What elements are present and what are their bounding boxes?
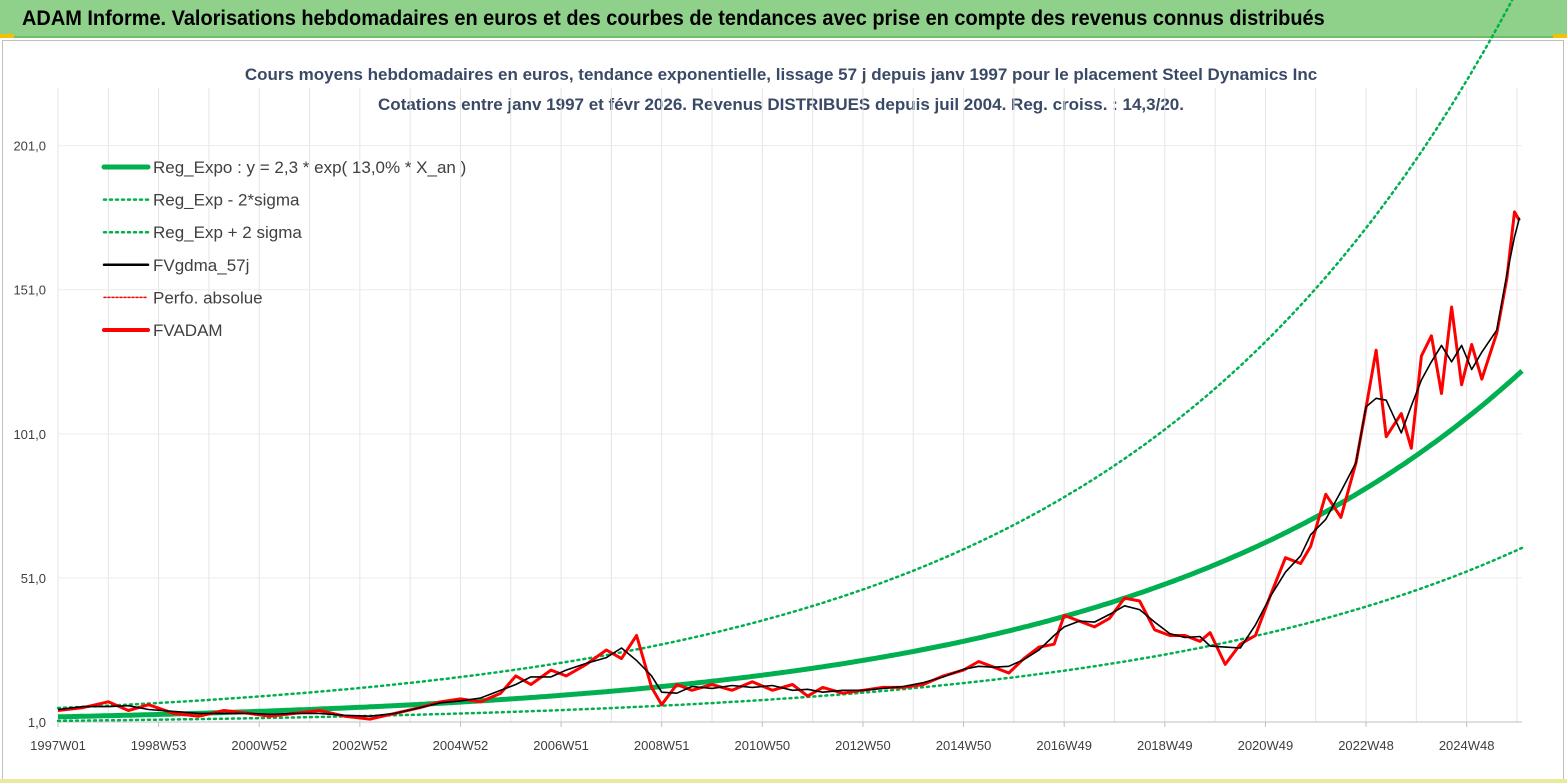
x-tick-label: 2008W51 — [634, 738, 690, 753]
series-fvadam — [57, 210, 1521, 721]
series-reg-exp-plus-2sigma — [56, 0, 1514, 710]
axes: 1,0 51,0 101,0 151,0 201,0 1997W01 1998W53 2000… — [13, 139, 1522, 753]
series-reg-exp-minus-2sigma — [56, 546, 1524, 723]
x-tick-label: 2020W49 — [1238, 738, 1294, 753]
y-tick-label: 51,0 — [21, 571, 46, 586]
y-tick-label: 1,0 — [28, 715, 46, 730]
page-title: ADAM Informe. Valorisations hebdomadaire… — [22, 7, 1325, 30]
x-tick-label: 1998W53 — [131, 738, 187, 753]
x-tick-label: 2002W52 — [332, 738, 388, 753]
legend-label: Reg_Expo : y = 2,3 * exp( 13,0% * X_an ) — [153, 158, 466, 177]
x-tick-label: 2018W49 — [1137, 738, 1193, 753]
x-tick-label: 2010W50 — [735, 738, 791, 753]
legend-label: Reg_Exp + 2 sigma — [153, 223, 302, 242]
x-tick-label: 2000W52 — [231, 738, 287, 753]
x-tick-label: 1997W01 — [30, 738, 86, 753]
bottom-strip — [0, 779, 1567, 783]
legend: Reg_Expo : y = 2,3 * exp( 13,0% * X_an )… — [101, 158, 466, 340]
legend-label: Perfo. absolue — [153, 288, 263, 307]
grid-lines — [57, 88, 1522, 723]
y-tick-label: 151,0 — [13, 283, 46, 298]
x-tick-label: 2012W50 — [835, 738, 891, 753]
legend-label: Reg_Exp - 2*sigma — [153, 191, 300, 210]
header-corner-left — [0, 34, 14, 38]
x-tick-label: 2004W52 — [433, 738, 489, 753]
y-tick-label: 101,0 — [13, 427, 46, 442]
x-tick-label: 2022W48 — [1338, 738, 1394, 753]
series-layer — [56, 0, 1524, 723]
header-bar: ADAM Informe. Valorisations hebdomadaire… — [0, 0, 1567, 38]
chart-title: Cours moyens hebdomadaires en euros, ten… — [245, 65, 1317, 84]
legend-label: FVgdma_57j — [153, 256, 249, 275]
header-corner-right — [1553, 34, 1567, 38]
x-tick-label: 2024W48 — [1439, 738, 1495, 753]
y-tick-label: 201,0 — [13, 139, 46, 154]
series-fvgdma-57j — [57, 217, 1521, 717]
x-tick-label: 2014W50 — [936, 738, 992, 753]
series-reg-expo — [58, 369, 1524, 720]
x-tick-label: 2016W49 — [1036, 738, 1092, 753]
x-tick-label: 2006W51 — [533, 738, 589, 753]
chart-subtitle: Cotations entre janv 1997 et févr 2026. … — [378, 95, 1184, 114]
legend-label: FVADAM — [153, 321, 223, 340]
series-perfo-absolue — [57, 210, 1520, 720]
